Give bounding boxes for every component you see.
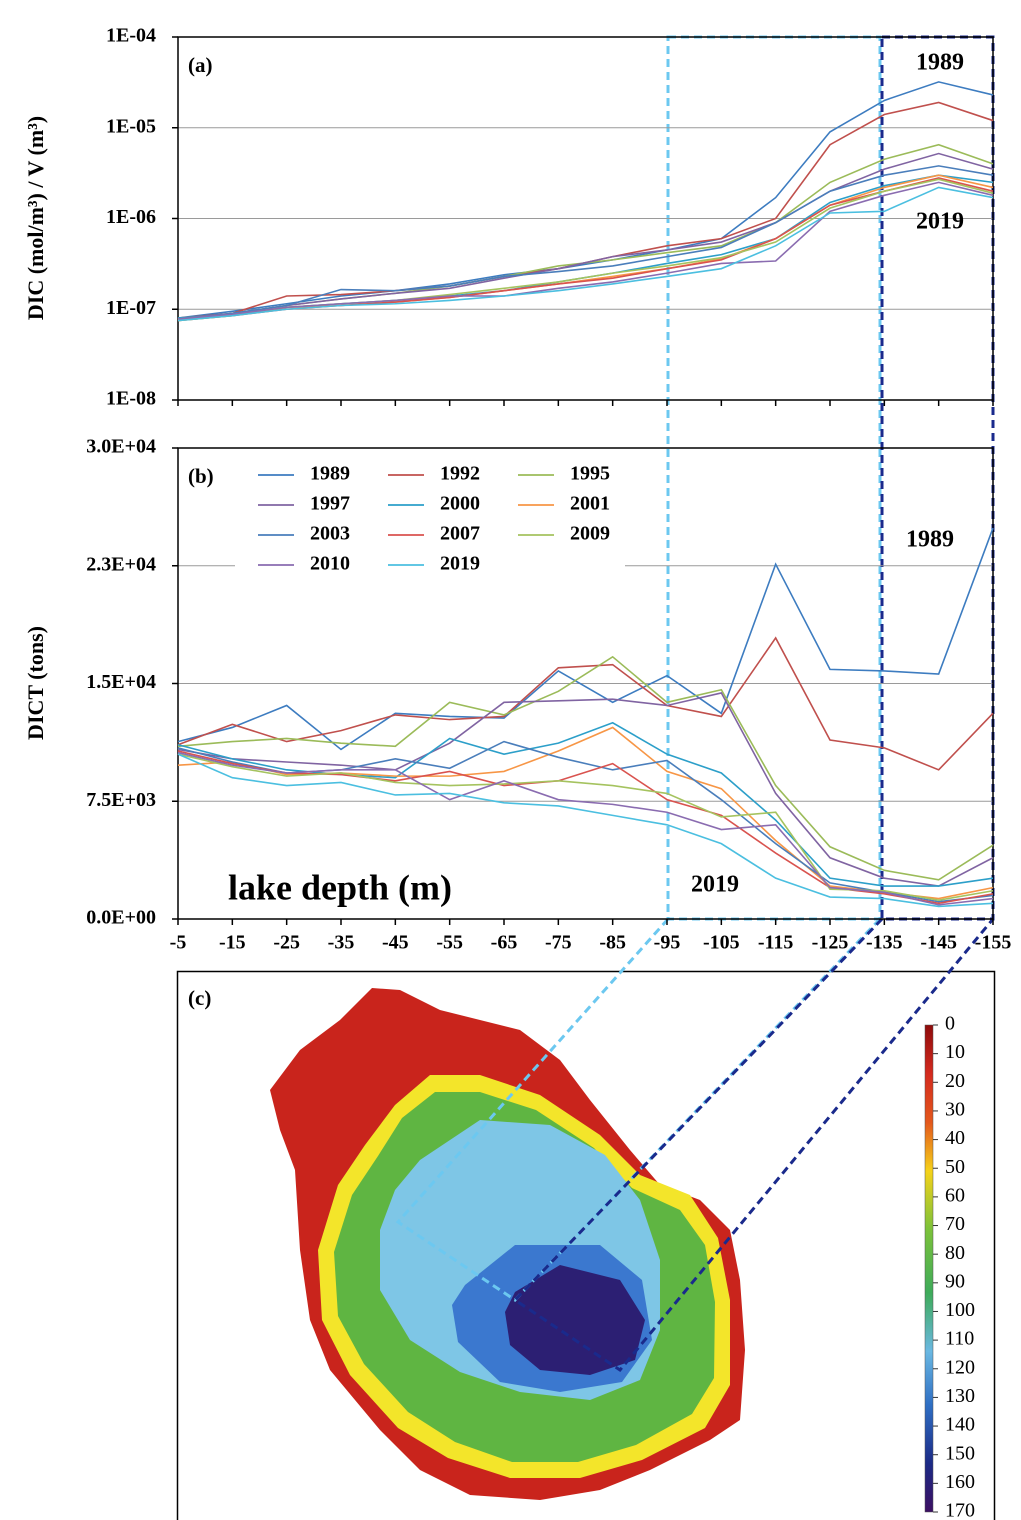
- figure: 1E-08 1E-07 1E-06 1E-05 1E-04 (a) DIC (mol/m³)…: [0, 0, 1021, 1520]
- series-line: [178, 693, 993, 886]
- series-line: [178, 638, 993, 770]
- colorbar-tick-label: 20: [945, 1070, 965, 1092]
- series-line: [178, 723, 993, 886]
- colorbar-tick-label: 80: [945, 1242, 965, 1264]
- series-line: [178, 182, 993, 319]
- x-tick-label: -65: [491, 932, 518, 954]
- x-tick-label: -55: [436, 932, 463, 954]
- colorbar-tick-label: 140: [945, 1414, 975, 1436]
- colorbar-tick-label: 30: [945, 1099, 965, 1121]
- colorbar-tick-label: 90: [945, 1270, 965, 1292]
- colorbar-tick-label: 50: [945, 1156, 965, 1178]
- y-axis-title: DIC (mol/m³) / V (m³): [23, 116, 48, 320]
- colorbar-tick-label: 150: [945, 1442, 975, 1464]
- colorbar-tick-label: 120: [945, 1356, 975, 1378]
- annotation: 2019: [691, 872, 739, 898]
- series-line: [178, 179, 993, 320]
- colorbar-tick-label: 130: [945, 1385, 975, 1407]
- y-tick-label: 7.5E+03: [86, 789, 156, 811]
- x-tick-label: -135: [866, 932, 903, 954]
- x-tick-label: -35: [328, 932, 355, 954]
- series-line: [178, 154, 993, 320]
- series-line: [178, 145, 993, 321]
- y-tick-label: 1E-08: [106, 388, 156, 410]
- x-tick-label: -105: [703, 932, 740, 954]
- y-tick-label: 1.5E+04: [86, 671, 156, 693]
- series-line: [178, 187, 993, 320]
- annotation: 2019: [916, 209, 964, 235]
- colorbar-tick-label: 100: [945, 1299, 975, 1321]
- colorbar-tick-label: 40: [945, 1127, 965, 1149]
- y-tick-label: 1E-04: [106, 25, 156, 47]
- legend-label: 1992: [440, 463, 480, 485]
- legend-label: 2000: [440, 493, 480, 515]
- legend-label: 2019: [440, 553, 480, 575]
- colorbar-tick-label: 160: [945, 1471, 975, 1493]
- y-tick-label: 0.0E+00: [86, 907, 156, 929]
- y-tick-label: 1E-05: [106, 115, 156, 137]
- x-axis-title: lake depth (m): [228, 867, 452, 907]
- series-line: [178, 175, 993, 318]
- colorbar-tick-label: 70: [945, 1213, 965, 1235]
- colorbar-tick-label: 10: [945, 1041, 965, 1063]
- x-tick-label: -125: [812, 932, 849, 954]
- y-tick-label: 1E-06: [106, 206, 156, 228]
- lake-map: [270, 988, 745, 1500]
- legend-label: 1997: [310, 493, 350, 515]
- series-line: [178, 175, 993, 319]
- legend-label: 1989: [310, 463, 350, 485]
- legend-label: 2009: [570, 523, 610, 545]
- x-tick-label: -75: [545, 932, 572, 954]
- legend-label: 2007: [440, 523, 480, 545]
- colorbar-tick-label: 60: [945, 1184, 965, 1206]
- x-tick-label: -45: [382, 932, 409, 954]
- panel-label: (c): [188, 986, 211, 1010]
- legend-label: 2003: [310, 523, 350, 545]
- x-tick-label: -5: [170, 932, 187, 954]
- colorbar: [925, 1025, 933, 1512]
- y-tick-label: 1E-07: [106, 297, 156, 319]
- x-tick-label: -85: [599, 932, 626, 954]
- annotation: 1989: [916, 50, 964, 76]
- legend-box: [235, 460, 625, 580]
- x-tick-label: -25: [273, 932, 300, 954]
- legend-label: 1995: [570, 463, 610, 485]
- x-tick-label: -145: [920, 932, 957, 954]
- legend-label: 2001: [570, 493, 610, 515]
- legend-label: 2010: [310, 553, 350, 575]
- series-line: [178, 657, 993, 880]
- colorbar-tick-label: 0: [945, 1013, 955, 1035]
- x-tick-label: -115: [758, 932, 794, 954]
- y-tick-label: 2.3E+04: [86, 553, 156, 575]
- x-tick-label: -15: [219, 932, 246, 954]
- x-tick-label: -155: [975, 932, 1012, 954]
- y-tick-label: 3.0E+04: [86, 436, 156, 458]
- panel-label: (a): [188, 53, 213, 77]
- annotation: 1989: [906, 527, 954, 553]
- colorbar-tick-label: 170: [945, 1500, 975, 1520]
- panel-label: (b): [188, 464, 214, 488]
- x-tick-label: -95: [654, 932, 681, 954]
- colorbar-tick-label: 110: [945, 1328, 974, 1350]
- y-axis-title: DICT (tons): [23, 626, 48, 740]
